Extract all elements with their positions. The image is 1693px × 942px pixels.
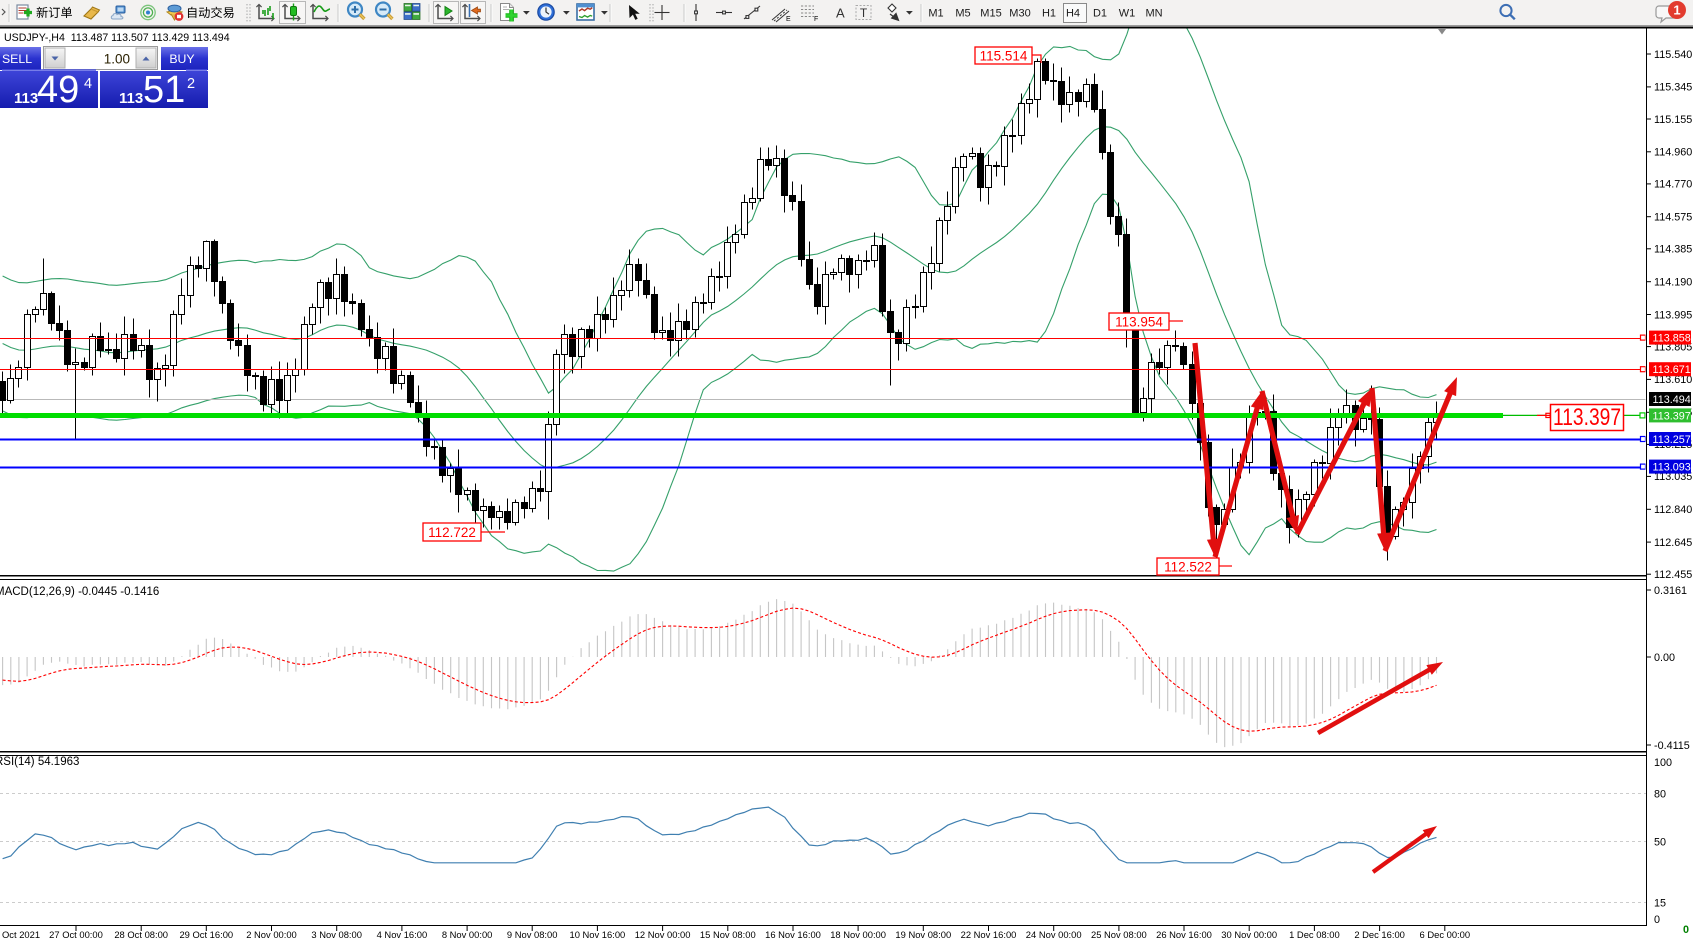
svg-text:W1: W1 bbox=[1119, 8, 1136, 20]
svg-text:100: 100 bbox=[1654, 757, 1672, 769]
svg-text:1.00: 1.00 bbox=[104, 52, 130, 67]
svg-text:112.645: 112.645 bbox=[1654, 537, 1692, 549]
svg-text:MACD(12,26,9) -0.0445 -0.1416: MACD(12,26,9) -0.0445 -0.1416 bbox=[0, 586, 159, 598]
svg-text:D1: D1 bbox=[1093, 8, 1107, 20]
svg-text:E: E bbox=[786, 16, 791, 23]
svg-text:113.995: 113.995 bbox=[1654, 309, 1692, 321]
svg-text:112.455: 112.455 bbox=[1654, 569, 1692, 581]
svg-text:115.514: 115.514 bbox=[980, 48, 1028, 63]
svg-text:M30: M30 bbox=[1009, 8, 1030, 20]
svg-text:-0.4115: -0.4115 bbox=[1654, 740, 1690, 752]
svg-text:114.575: 114.575 bbox=[1654, 212, 1692, 224]
svg-text:4 Nov 16:00: 4 Nov 16:00 bbox=[377, 929, 428, 940]
svg-text:USDJPY-,H4 113.487 113.507 11: USDJPY-,H4 113.487 113.507 113.429 113.4… bbox=[4, 32, 230, 44]
svg-text:113.610: 113.610 bbox=[1654, 374, 1692, 386]
svg-text:26 Nov 16:00: 26 Nov 16:00 bbox=[1156, 929, 1212, 940]
svg-text:25 Nov 08:00: 25 Nov 08:00 bbox=[1091, 929, 1147, 940]
svg-text:114.770: 114.770 bbox=[1654, 179, 1692, 191]
svg-text:113.035: 113.035 bbox=[1654, 471, 1692, 483]
svg-text:4: 4 bbox=[84, 76, 92, 92]
svg-text:50: 50 bbox=[1654, 837, 1666, 849]
svg-text:16 Nov 16:00: 16 Nov 16:00 bbox=[765, 929, 821, 940]
svg-text:115.155: 115.155 bbox=[1654, 114, 1692, 126]
svg-text:T: T bbox=[860, 6, 868, 20]
svg-text:114.960: 114.960 bbox=[1654, 147, 1692, 159]
svg-text:H1: H1 bbox=[1042, 8, 1056, 20]
svg-text:113.858: 113.858 bbox=[1653, 333, 1691, 345]
svg-text:51: 51 bbox=[143, 69, 185, 111]
svg-text:113.257: 113.257 bbox=[1653, 434, 1691, 446]
svg-text:A: A bbox=[836, 6, 845, 21]
svg-text:H4: H4 bbox=[1066, 8, 1080, 20]
svg-text:27 Oct 00:00: 27 Oct 00:00 bbox=[49, 929, 103, 940]
svg-text:112.522: 112.522 bbox=[1164, 559, 1212, 574]
svg-text:12 Nov 00:00: 12 Nov 00:00 bbox=[635, 929, 691, 940]
svg-text:6 Dec 00:00: 6 Dec 00:00 bbox=[1420, 929, 1471, 940]
svg-text:113: 113 bbox=[119, 90, 143, 107]
svg-text:F: F bbox=[814, 16, 818, 23]
svg-text:SELL: SELL bbox=[2, 52, 32, 66]
svg-text:80: 80 bbox=[1654, 789, 1666, 801]
svg-text:2: 2 bbox=[187, 76, 195, 92]
svg-text:30 Nov 00:00: 30 Nov 00:00 bbox=[1221, 929, 1277, 940]
svg-text:2 Dec 16:00: 2 Dec 16:00 bbox=[1354, 929, 1405, 940]
svg-text:49: 49 bbox=[37, 69, 79, 111]
svg-text:RSI(14) 54.1963: RSI(14) 54.1963 bbox=[0, 756, 79, 768]
svg-text:112.840: 112.840 bbox=[1654, 504, 1692, 516]
svg-text:113: 113 bbox=[14, 90, 38, 107]
svg-text:113.671: 113.671 bbox=[1653, 364, 1691, 376]
svg-text:0: 0 bbox=[1654, 914, 1660, 926]
svg-text:24 Nov 00:00: 24 Nov 00:00 bbox=[1026, 929, 1082, 940]
svg-text:2 Nov 00:00: 2 Nov 00:00 bbox=[246, 929, 297, 940]
svg-text:8 Nov 00:00: 8 Nov 00:00 bbox=[442, 929, 493, 940]
svg-text:15: 15 bbox=[1654, 898, 1666, 910]
svg-text:BUY: BUY bbox=[169, 52, 194, 66]
svg-text:M5: M5 bbox=[955, 8, 970, 20]
svg-text:10 Nov 16:00: 10 Nov 16:00 bbox=[570, 929, 626, 940]
svg-text:18 Nov 00:00: 18 Nov 00:00 bbox=[830, 929, 886, 940]
svg-text:114.190: 114.190 bbox=[1654, 277, 1692, 289]
svg-text:9 Nov 08:00: 9 Nov 08:00 bbox=[507, 929, 558, 940]
svg-text:115.345: 115.345 bbox=[1654, 82, 1692, 94]
svg-text:3 Nov 08:00: 3 Nov 08:00 bbox=[311, 929, 362, 940]
svg-text:113.397: 113.397 bbox=[1553, 404, 1621, 431]
svg-text:MN: MN bbox=[1145, 8, 1162, 20]
svg-text:115.540: 115.540 bbox=[1654, 49, 1692, 61]
svg-text:114.385: 114.385 bbox=[1654, 244, 1692, 256]
svg-text:1: 1 bbox=[1673, 3, 1680, 18]
svg-text:112.722: 112.722 bbox=[428, 525, 476, 540]
svg-text:0.3161: 0.3161 bbox=[1654, 585, 1687, 597]
svg-text:19 Nov 08:00: 19 Nov 08:00 bbox=[895, 929, 951, 940]
svg-text:113.954: 113.954 bbox=[1115, 314, 1163, 329]
svg-text:22 Nov 16:00: 22 Nov 16:00 bbox=[961, 929, 1017, 940]
svg-text:15 Nov 08:00: 15 Nov 08:00 bbox=[700, 929, 756, 940]
svg-text:0: 0 bbox=[1683, 924, 1689, 936]
svg-text:1 Dec 08:00: 1 Dec 08:00 bbox=[1289, 929, 1340, 940]
svg-text:0.00: 0.00 bbox=[1654, 652, 1675, 664]
svg-text:M15: M15 bbox=[980, 8, 1001, 20]
svg-text:113.397: 113.397 bbox=[1653, 410, 1691, 422]
svg-text:28 Oct 08:00: 28 Oct 08:00 bbox=[114, 929, 168, 940]
svg-text:113.494: 113.494 bbox=[1653, 394, 1691, 406]
svg-text:29 Oct 16:00: 29 Oct 16:00 bbox=[179, 929, 233, 940]
svg-text:113.093: 113.093 bbox=[1653, 462, 1691, 474]
svg-text:Oct 2021: Oct 2021 bbox=[2, 929, 40, 940]
svg-text:M1: M1 bbox=[928, 8, 943, 20]
